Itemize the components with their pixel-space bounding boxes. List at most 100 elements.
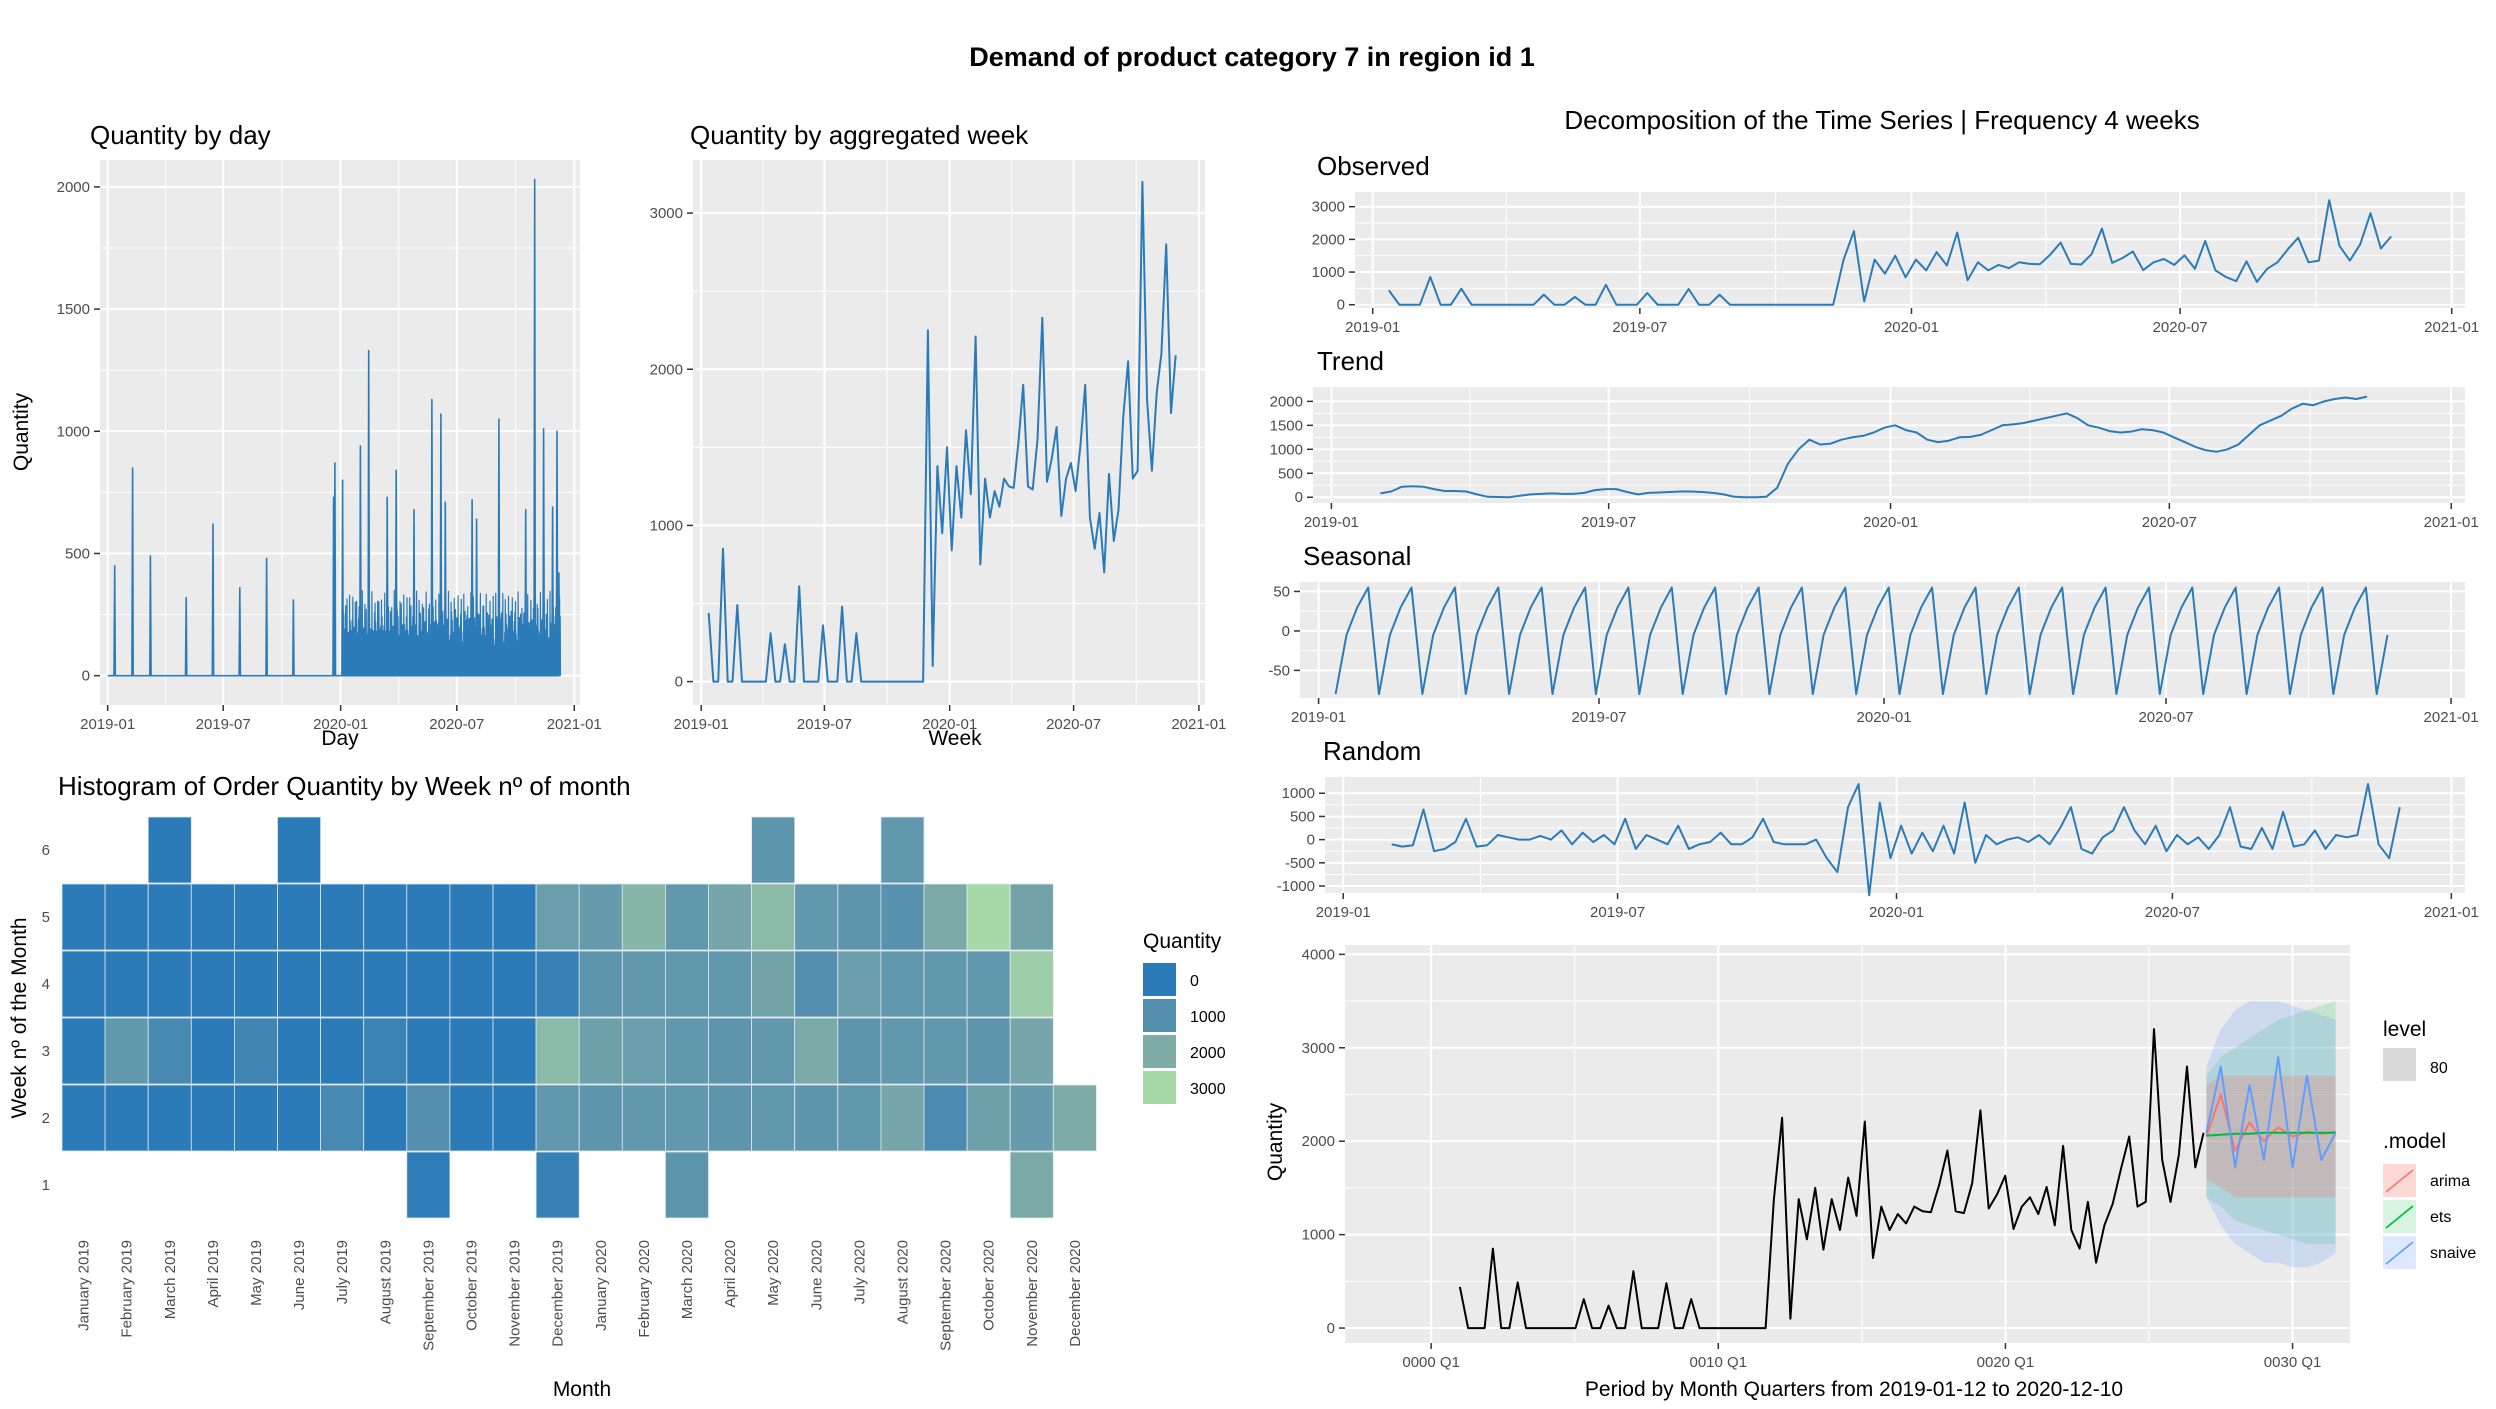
weekly-x-tick-label: 2020-01: [922, 716, 977, 733]
heatmap-cell: [320, 950, 365, 1018]
decomp-observed-x-tick-label: 2019-07: [1612, 319, 1667, 336]
weekly-title: Quantity by aggregated week: [690, 120, 1029, 150]
heatmap-cell: [966, 883, 1011, 951]
heatmap-cell: [665, 950, 709, 1018]
decomp-seasonal-x-tick-label: 2020-01: [1857, 709, 1912, 726]
decomp-seasonal-series-line: [1334, 586, 2389, 696]
heatmap-cell: [449, 883, 494, 951]
forecast-line-snaive: [2205, 1056, 2337, 1169]
heatmap-legend-label: 2000: [1190, 1045, 1226, 1062]
daily-x-tick-label: 2021-01: [547, 716, 602, 733]
forecast-y-tick-label: 0: [1327, 1320, 1335, 1337]
heatmap-cell: [277, 950, 321, 1018]
heatmap-cell: [190, 1017, 235, 1085]
heatmap-cell: [794, 883, 839, 951]
heatmap-cell: [923, 1017, 968, 1085]
heatmap-cell: [233, 950, 278, 1018]
heatmap-cell: [147, 1084, 192, 1152]
heatmap-cell: [535, 1151, 580, 1219]
decomp-seasonal-x-tick-label: 2021-01: [2424, 709, 2479, 726]
heatmap-cell: [190, 883, 235, 951]
heatmap-x-tick-label: September 2020: [938, 1240, 955, 1351]
heatmap-cell: [277, 1017, 321, 1085]
heatmap-y-tick-label: 3: [42, 1043, 50, 1060]
weekly-x-tick-label: 2021-01: [1171, 716, 1226, 733]
daily-ylabel: Quantity: [10, 392, 33, 471]
heatmap-y-tick-label: 6: [42, 842, 50, 859]
heatmap-cell: [104, 883, 149, 951]
forecast-x-tick-label: 0020 Q1: [1977, 1354, 2035, 1371]
heatmap-cell: [406, 1084, 451, 1152]
heatmap-cell: [880, 950, 925, 1018]
heatmap-cell: [61, 1017, 106, 1085]
forecast-legend-level-key: [2383, 1048, 2416, 1081]
forecast-legend-swatch-arima: [2385, 1169, 2414, 1193]
decomp-trend-y-tick-label: 1000: [1270, 441, 1303, 458]
forecast-history-line: [1458, 1028, 2205, 1330]
decomp-random-panel-bg: [1325, 777, 2465, 893]
decomp-seasonal-y-tick-label: -50: [1268, 662, 1290, 679]
weekly-x-tick-label: 2020-07: [1046, 716, 1101, 733]
heatmap-cell: [147, 816, 192, 884]
forecast-y-tick-label: 2000: [1302, 1133, 1335, 1150]
heatmap-cell: [449, 950, 494, 1018]
decomp-random-x-tick-label: 2020-07: [2145, 904, 2200, 921]
decomp-random-x-tick-label: 2020-01: [1869, 904, 1924, 921]
decomp-random-x-tick-label: 2021-01: [2424, 904, 2479, 921]
heatmap-legend-label: 1000: [1190, 1009, 1226, 1026]
decomp-observed-x-tick-label: 2020-01: [1884, 319, 1939, 336]
decomp-trend-x-tick-label: 2021-01: [2424, 514, 2479, 531]
heatmap-cell: [492, 1017, 537, 1085]
heatmap-cell: [665, 883, 709, 951]
heatmap-cell: [880, 816, 925, 884]
heatmap-cell: [320, 1084, 365, 1152]
forecast-legend-model-title: .model: [2383, 1130, 2446, 1153]
forecast-panel-bg: [1345, 945, 2350, 1343]
heatmap-cell: [104, 1017, 149, 1085]
heatmap-cell: [449, 1017, 494, 1085]
heatmap-cell: [665, 1017, 709, 1085]
heatmap-legend-key: [1143, 1071, 1176, 1104]
heatmap-cell: [751, 950, 796, 1018]
heatmap-cell: [708, 883, 752, 951]
weekly-y-tick-label: 2000: [650, 361, 683, 378]
heatmap-cell: [535, 883, 580, 951]
heatmap-cell: [363, 883, 408, 951]
heatmap-cell: [880, 1084, 925, 1152]
daily-title: Quantity by day: [90, 120, 271, 150]
forecast-interval-arima: [2206, 1075, 2336, 1198]
decomp-observed-x-tick-label: 2020-07: [2153, 319, 2208, 336]
heatmap-cell: [363, 950, 408, 1018]
decomp-strip-seasonal: Seasonal: [1303, 541, 1411, 571]
forecast-legend-swatch-snaive: [2385, 1241, 2414, 1265]
heatmap-cell: [1009, 1017, 1054, 1085]
forecast-y-tick-label: 4000: [1302, 946, 1335, 963]
heatmap-cell: [880, 883, 925, 951]
heatmap-cell: [104, 1084, 149, 1152]
heatmap-cell: [233, 1084, 278, 1152]
decomp-observed-x-tick-label: 2021-01: [2424, 319, 2479, 336]
heatmap-cell: [363, 1084, 408, 1152]
decomp-trend-panel-bg: [1313, 387, 2465, 503]
heatmap-cell: [1009, 1084, 1054, 1152]
decomp-seasonal-x-tick-label: 2019-07: [1571, 709, 1626, 726]
heatmap-cell: [837, 1017, 882, 1085]
heatmap-cell: [104, 950, 149, 1018]
decomp-trend-x-tick-label: 2019-07: [1581, 514, 1636, 531]
decomp-trend-y-tick-label: 1500: [1270, 417, 1303, 434]
heatmap-x-tick-label: June 2019: [291, 1240, 308, 1310]
forecast-legend-level-title: level: [2383, 1018, 2426, 1041]
decomp-random-series-line: [1391, 783, 2401, 897]
forecast-x-tick-label: 0000 Q1: [1402, 1354, 1460, 1371]
heatmap-cell: [578, 1084, 623, 1152]
heatmap-x-tick-label: January 2020: [593, 1240, 610, 1331]
heatmap-legend-key: [1143, 963, 1176, 996]
weekly-xlabel: Week: [928, 727, 982, 750]
daily-x-tick-label: 2020-07: [429, 716, 484, 733]
heatmap-y-tick-label: 4: [42, 976, 50, 993]
heatmap-cell: [966, 1017, 1011, 1085]
heatmap-x-tick-label: October 2019: [463, 1240, 480, 1331]
heatmap-cell: [406, 1151, 451, 1219]
